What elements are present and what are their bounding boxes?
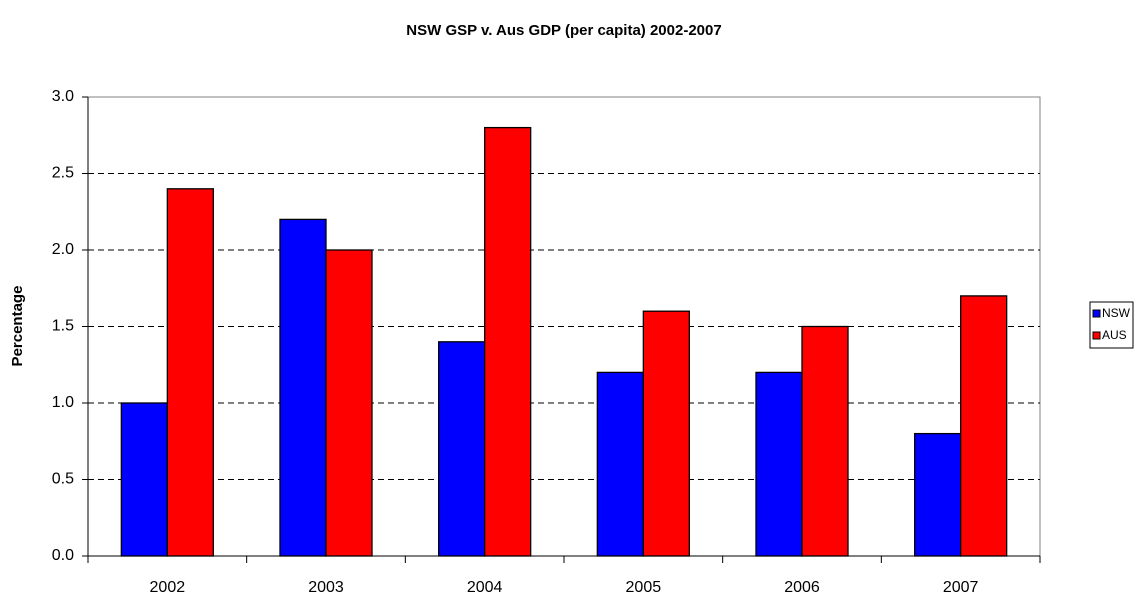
y-tick-label: 1.5 xyxy=(52,318,74,335)
bar xyxy=(166,188,214,557)
legend-label: AUS xyxy=(1102,328,1127,342)
legend-swatch xyxy=(1092,331,1101,340)
y-tick-label: 2.5 xyxy=(52,165,74,182)
y-tick-label: 0.0 xyxy=(52,547,74,564)
x-tick-label: 2007 xyxy=(943,579,979,594)
bar xyxy=(755,371,803,557)
y-tick-label: 3.0 xyxy=(52,88,74,105)
bar xyxy=(801,325,849,557)
bar xyxy=(914,432,962,557)
legend-swatch xyxy=(1092,309,1101,318)
y-axis-label: Percentage xyxy=(9,286,26,367)
x-tick-label: 2005 xyxy=(626,579,662,594)
bar xyxy=(596,371,644,557)
x-tick-label: 2006 xyxy=(784,579,820,594)
y-tick-label: 2.0 xyxy=(52,241,74,258)
bar xyxy=(325,249,373,557)
bar xyxy=(438,341,486,557)
x-tick-label: 2004 xyxy=(467,579,503,594)
chart-title: NSW GSP v. Aus GDP (per capita) 2002-200… xyxy=(406,22,721,39)
bar xyxy=(484,126,532,557)
y-tick-label: 1.0 xyxy=(52,394,74,411)
bar xyxy=(120,402,168,557)
x-tick-label: 2002 xyxy=(150,579,186,594)
bar xyxy=(279,218,327,557)
bar xyxy=(960,295,1008,557)
y-tick-label: 0.5 xyxy=(52,471,74,488)
legend-label: NSW xyxy=(1102,306,1131,320)
bar xyxy=(642,310,690,557)
x-tick-label: 2003 xyxy=(308,579,344,594)
